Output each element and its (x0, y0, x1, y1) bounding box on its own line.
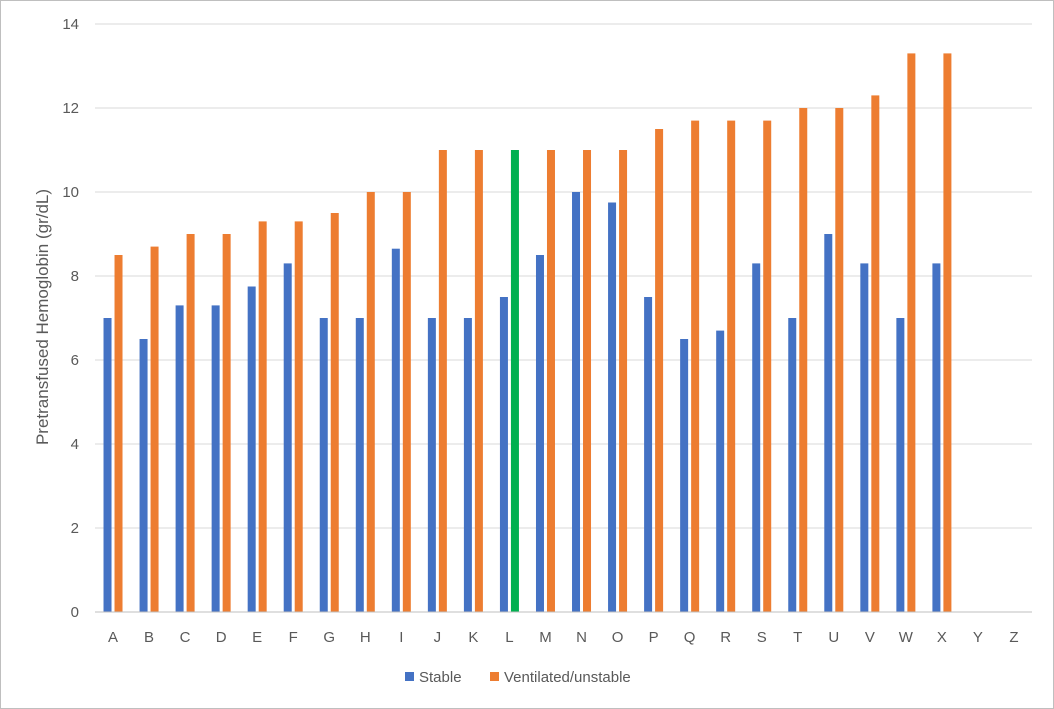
bar-ventilated-unstable-C (186, 234, 195, 612)
y-tick-label: 10 (62, 184, 79, 201)
x-tick-label: R (720, 629, 731, 646)
bar-ventilated-unstable-I (402, 192, 411, 612)
bar-stable-E (247, 286, 256, 612)
bar-ventilated-unstable-N (583, 150, 592, 612)
bar-stable-S (752, 263, 761, 612)
bar-ventilated-unstable-U (835, 108, 844, 612)
bar-ventilated-unstable-S (763, 120, 772, 612)
x-tick-label: T (793, 629, 802, 646)
x-tick-label: W (899, 629, 914, 646)
x-tick-label: F (289, 629, 298, 646)
bars (103, 53, 952, 612)
x-tick-label: C (180, 629, 191, 646)
bar-ventilated-unstable-G (330, 213, 339, 612)
bar-stable-D (211, 305, 220, 612)
bar-ventilated-unstable-V (871, 95, 880, 612)
bar-ventilated-unstable-H (366, 192, 375, 612)
bar-ventilated-unstable-W (907, 53, 916, 612)
bar-ventilated-unstable-F (294, 221, 303, 612)
x-tick-label: N (576, 629, 587, 646)
bar-stable-I (391, 248, 400, 612)
bar-ventilated-unstable-K (474, 150, 483, 612)
bar-ventilated-unstable-O (619, 150, 628, 612)
y-tick-label: 12 (62, 100, 79, 117)
gridlines (95, 23, 1032, 529)
bar-ventilated-unstable-A (114, 255, 123, 612)
x-tick-label: G (323, 629, 335, 646)
bar-stable-J (427, 318, 436, 612)
x-tick-label: O (612, 629, 624, 646)
x-tick-label: D (216, 629, 227, 646)
legend-label-ventilated-unstable: Ventilated/unstable (504, 669, 631, 686)
bar-stable-T (788, 318, 797, 612)
x-tick-label: I (399, 629, 403, 646)
bar-ventilated-unstable-P (655, 129, 664, 612)
bar-stable-F (283, 263, 292, 612)
x-tick-label: X (937, 629, 947, 646)
bar-stable-B (139, 339, 148, 612)
bar-stable-P (644, 297, 653, 612)
bar-stable-U (824, 234, 833, 612)
bar-ventilated-unstable-R (727, 120, 736, 612)
bar-ventilated-unstable-D (222, 234, 231, 612)
x-tick-label: Q (684, 629, 696, 646)
x-tick-label: P (649, 629, 659, 646)
x-tick-label: V (865, 629, 875, 646)
bar-stable-M (535, 255, 544, 612)
bar-stable-V (860, 263, 869, 612)
bar-stable-C (175, 305, 184, 612)
bar-stable-Q (680, 339, 689, 612)
x-tick-label: Y (973, 629, 983, 646)
y-tick-label: 2 (71, 520, 79, 537)
x-tick-label: Z (1009, 629, 1018, 646)
x-tick-label: L (505, 629, 513, 646)
y-axis-ticks: 0 2 4 6 8 10 12 14 (62, 16, 79, 621)
x-tick-label: H (360, 629, 371, 646)
bar-ventilated-unstable-E (258, 221, 267, 612)
bar-stable-W (896, 318, 905, 612)
bar-stable-A (103, 318, 112, 612)
y-axis-title: Pretransfused Hemoglobin (gr/dL) (33, 189, 52, 445)
x-tick-label: K (468, 629, 478, 646)
x-tick-label: S (757, 629, 767, 646)
bar-stable-G (319, 318, 328, 612)
bar-stable-R (716, 330, 725, 612)
bar-ventilated-unstable-M (546, 150, 555, 612)
x-tick-label: U (828, 629, 839, 646)
x-tick-label: B (144, 629, 154, 646)
legend: Stable Ventilated/unstable (405, 669, 631, 686)
bar-stable-N (572, 192, 581, 612)
y-tick-label: 0 (71, 604, 79, 621)
bar-ventilated-unstable-J (438, 150, 447, 612)
bar-stable-O (608, 202, 617, 612)
bar-ventilated-unstable-L (510, 150, 519, 612)
x-tick-label: J (434, 629, 442, 646)
y-tick-label: 8 (71, 268, 79, 285)
bar-stable-L (499, 297, 508, 612)
bar-ventilated-unstable-X (943, 53, 952, 612)
x-tick-label: E (252, 629, 262, 646)
bar-stable-X (932, 263, 941, 612)
y-tick-label: 4 (71, 436, 79, 453)
x-axis-ticks: A B C D E F G H I J K L M N O P Q R S T U V W X Y Z (108, 629, 1019, 646)
legend-swatch-ventilated-unstable (490, 672, 499, 681)
x-tick-label: A (108, 629, 118, 646)
y-tick-label: 14 (62, 16, 79, 33)
legend-swatch-stable (405, 672, 414, 681)
x-tick-label: M (539, 629, 552, 646)
y-tick-label: 6 (71, 352, 79, 369)
bar-stable-K (463, 318, 472, 612)
bar-ventilated-unstable-B (150, 246, 159, 612)
bar-ventilated-unstable-Q (691, 120, 700, 612)
bar-ventilated-unstable-T (799, 108, 808, 612)
legend-label-stable: Stable (419, 669, 462, 686)
bar-stable-H (355, 318, 364, 612)
